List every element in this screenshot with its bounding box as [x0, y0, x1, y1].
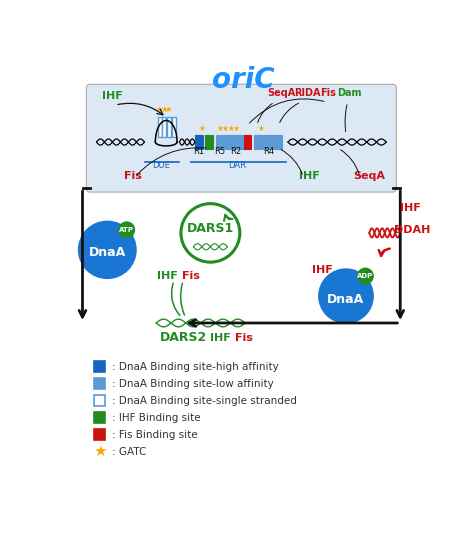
Bar [195, 135, 202, 149]
Text: : DnaA Binding site-low affinity: : DnaA Binding site-low affinity [112, 379, 273, 389]
Text: R2: R2 [230, 147, 242, 156]
Text: SeqA: SeqA [267, 88, 295, 98]
Bar [94, 412, 105, 423]
Bar [158, 118, 162, 137]
Bar [167, 118, 171, 137]
Text: : DnaA Binding site-high affinity: : DnaA Binding site-high affinity [112, 362, 279, 372]
Text: ★: ★ [165, 105, 172, 114]
Text: : DnaA Binding site-single stranded: : DnaA Binding site-single stranded [112, 396, 297, 406]
Text: R4: R4 [263, 147, 274, 156]
Text: IHF: IHF [157, 271, 178, 281]
Text: ★: ★ [93, 444, 106, 459]
Bar [259, 135, 265, 149]
Text: Fis: Fis [124, 171, 142, 181]
Bar [162, 118, 166, 137]
Circle shape [318, 268, 374, 324]
Text: ★: ★ [257, 124, 264, 133]
Circle shape [78, 221, 137, 279]
Text: Fis: Fis [320, 88, 336, 98]
Bar [275, 135, 282, 149]
Text: DARS1: DARS1 [187, 222, 234, 235]
Text: : IHF Binding site: : IHF Binding site [112, 412, 201, 423]
Bar [254, 135, 260, 149]
Bar [228, 135, 235, 149]
Text: ★: ★ [160, 105, 168, 114]
Text: IHF: IHF [210, 333, 231, 343]
Text: ★: ★ [199, 124, 205, 133]
Bar [264, 135, 271, 149]
Bar [94, 362, 105, 372]
Bar [94, 395, 105, 406]
Bar [205, 135, 213, 149]
Bar [94, 378, 105, 389]
Text: : Fis Binding site: : Fis Binding site [112, 430, 198, 440]
Text: IHF: IHF [300, 171, 320, 181]
Text: DnaA: DnaA [328, 293, 365, 306]
Text: SeqA: SeqA [354, 171, 386, 181]
Text: Dam: Dam [337, 88, 361, 98]
Bar [172, 118, 175, 137]
Bar [233, 135, 239, 149]
Text: DUE: DUE [153, 161, 171, 170]
Text: IHF: IHF [400, 203, 421, 214]
Text: : GATC: : GATC [112, 447, 146, 456]
Text: ★: ★ [233, 124, 239, 133]
Text: R5: R5 [214, 147, 225, 156]
Text: Fis: Fis [235, 333, 253, 343]
Text: ★: ★ [222, 124, 228, 133]
Text: ATP: ATP [119, 227, 134, 233]
Bar [94, 429, 105, 440]
Text: R1: R1 [193, 147, 204, 156]
Text: ★: ★ [227, 124, 234, 133]
Text: ADP: ADP [357, 273, 374, 279]
Bar [270, 135, 276, 149]
Text: ★: ★ [216, 124, 223, 133]
Text: DAR: DAR [228, 161, 246, 170]
Text: Fis: Fis [182, 271, 200, 281]
Bar [224, 135, 230, 149]
Text: IHF: IHF [312, 265, 333, 275]
Text: ★: ★ [155, 105, 163, 114]
Text: RIDA: RIDA [294, 88, 320, 98]
Text: IHF: IHF [101, 91, 122, 101]
Text: DARS2: DARS2 [160, 331, 207, 344]
Circle shape [357, 268, 374, 285]
Text: DDAH: DDAH [394, 225, 430, 235]
FancyBboxPatch shape [86, 85, 396, 192]
Circle shape [118, 221, 135, 238]
Bar [237, 135, 244, 149]
Bar [216, 135, 223, 149]
Text: DnaA: DnaA [89, 247, 126, 260]
Bar [244, 135, 251, 149]
Text: oriC: oriC [211, 67, 274, 94]
